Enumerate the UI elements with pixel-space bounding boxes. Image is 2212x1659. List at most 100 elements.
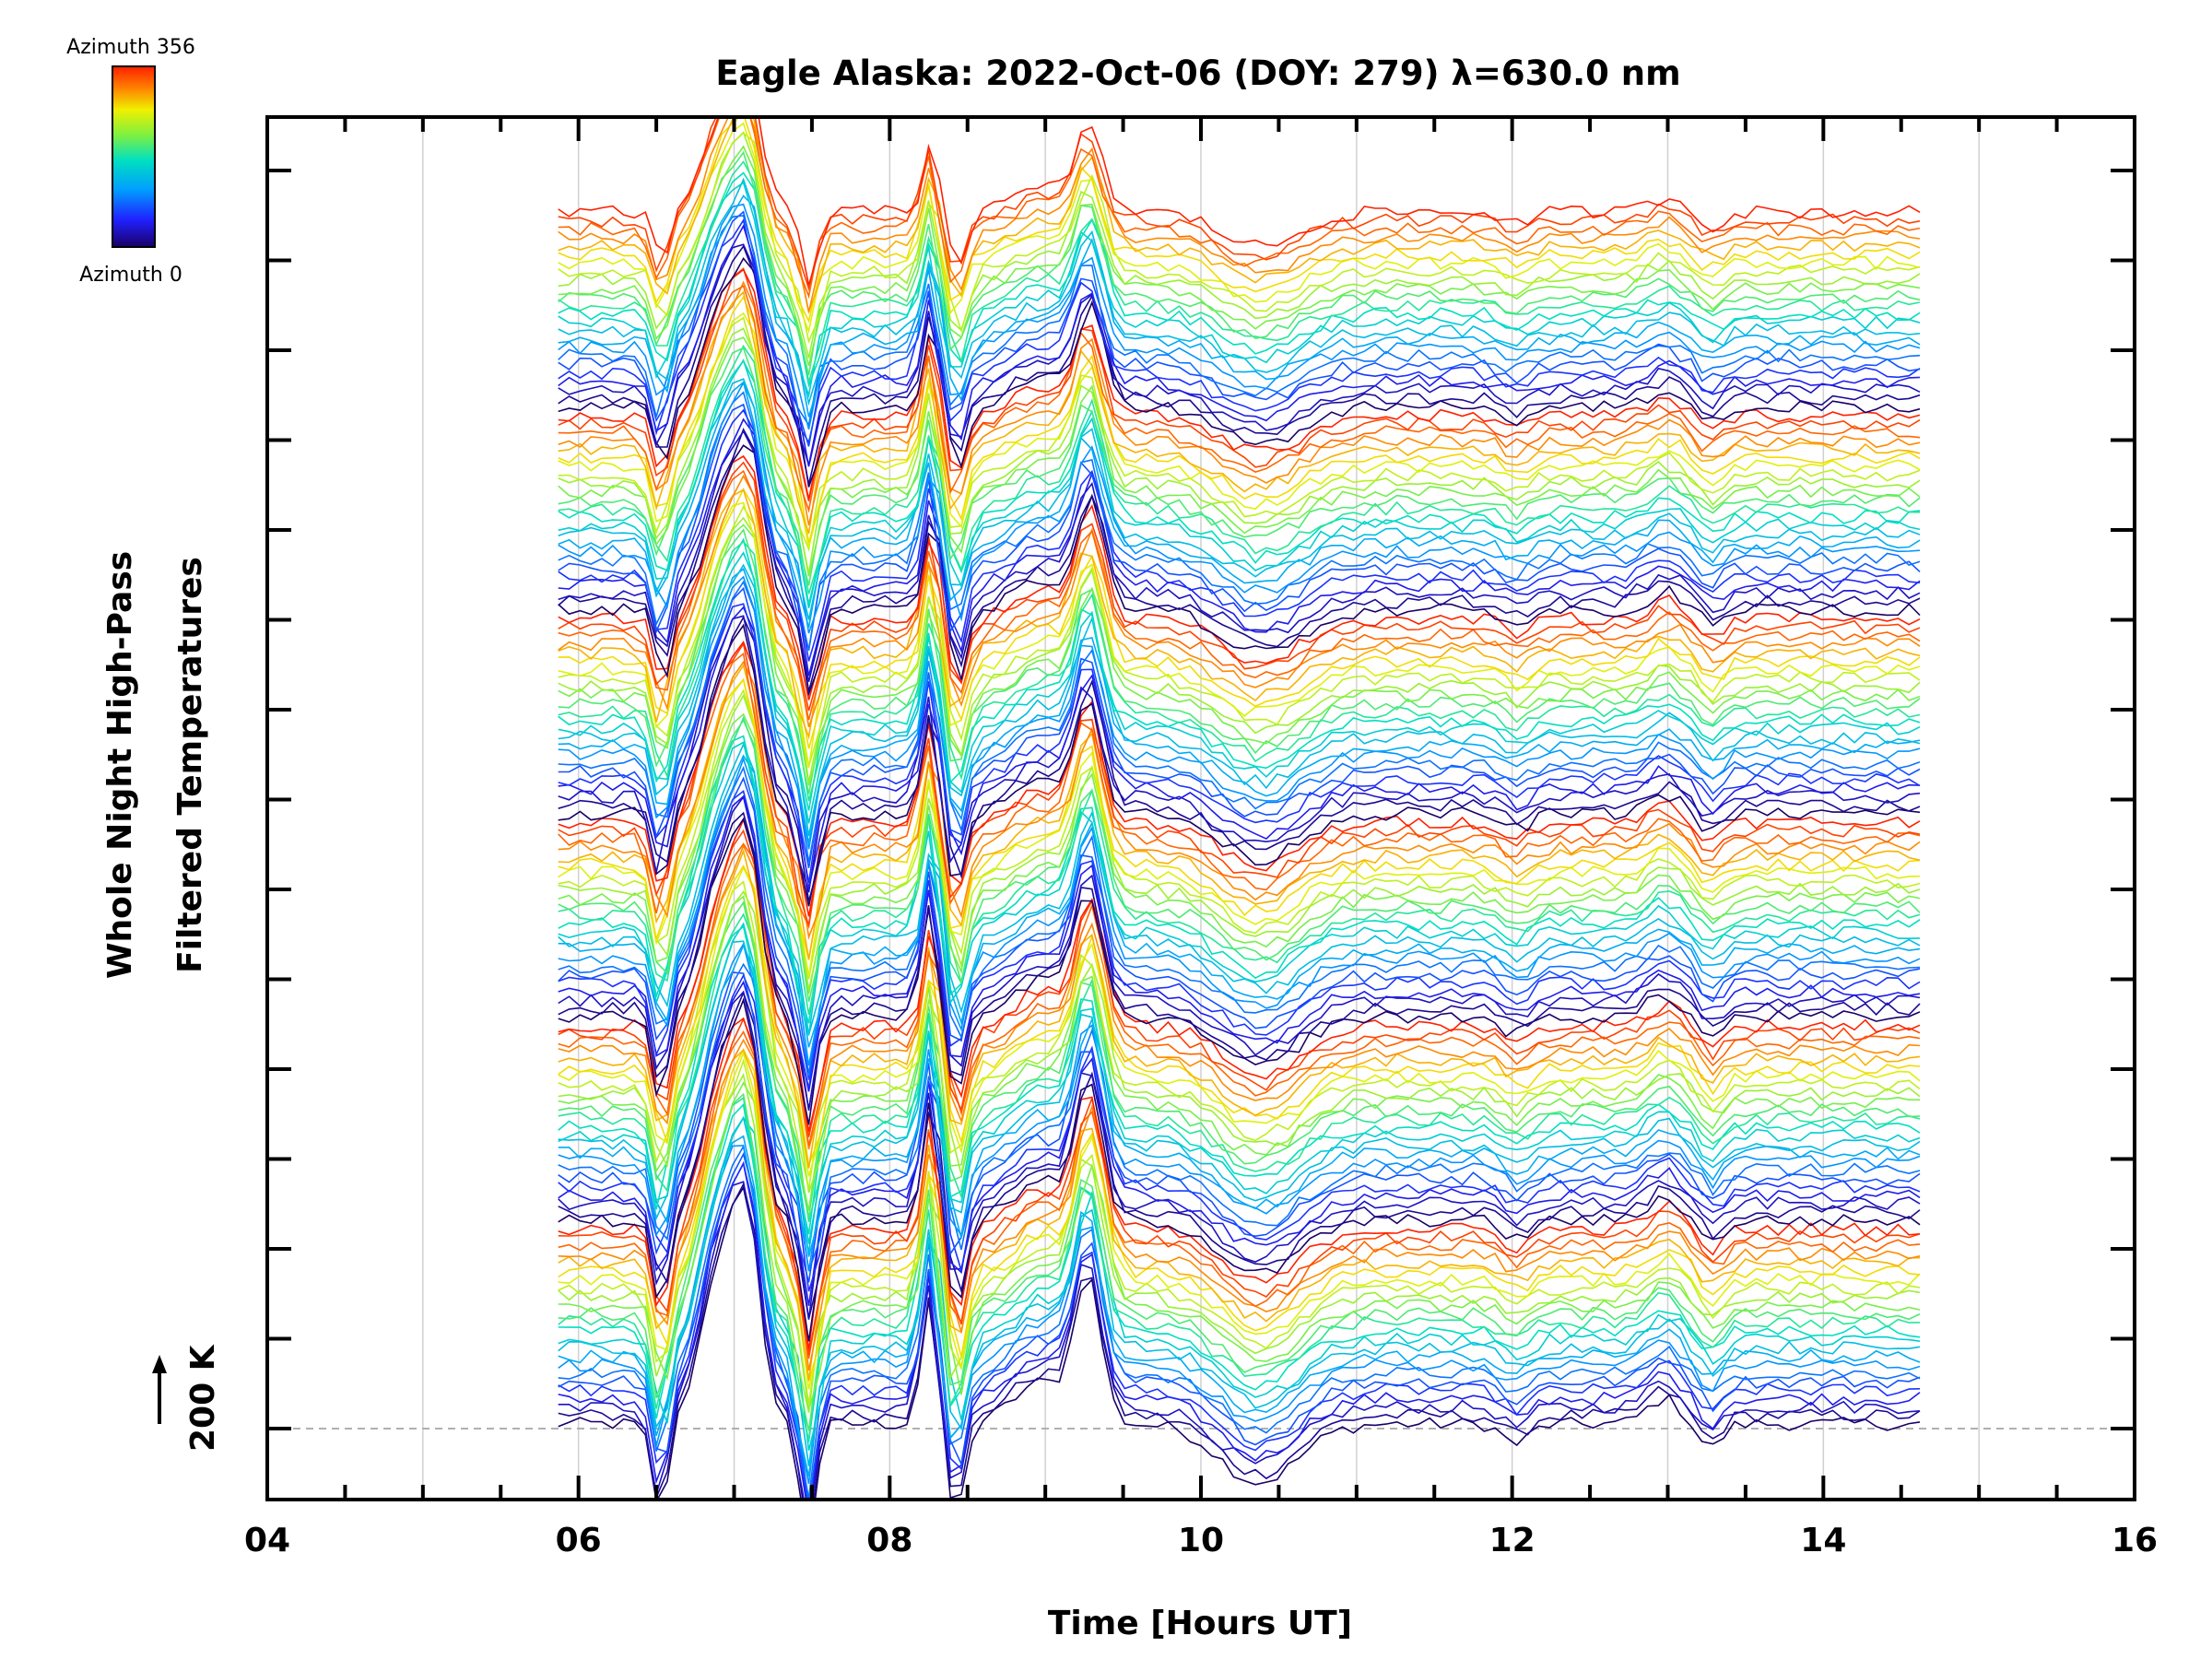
series-line bbox=[558, 1017, 1921, 1356]
chart-title: Eagle Alaska: 2022-Oct-06 (DOY: 279) λ=6… bbox=[715, 53, 1680, 93]
series-line bbox=[558, 776, 1921, 1080]
series-line bbox=[558, 203, 1921, 429]
series-line bbox=[558, 381, 1921, 629]
series-line bbox=[558, 1048, 1921, 1381]
scale-bar-arrowhead bbox=[152, 1355, 167, 1373]
series-line bbox=[558, 117, 1921, 315]
series-line bbox=[558, 488, 1921, 740]
series-line bbox=[558, 117, 1921, 286]
series-line bbox=[558, 900, 1921, 1218]
series-line bbox=[558, 1051, 1921, 1390]
series-line bbox=[558, 391, 1921, 652]
series-line bbox=[558, 1152, 1921, 1500]
series-line bbox=[558, 790, 1921, 1089]
series-line bbox=[558, 327, 1921, 574]
series-line bbox=[558, 177, 1921, 406]
series-line bbox=[558, 742, 1921, 1036]
series-line bbox=[558, 660, 1921, 940]
series-line bbox=[558, 586, 1921, 868]
x-tick-labels: 04 06 08 10 12 14 16 bbox=[244, 1522, 2158, 1559]
series-line bbox=[558, 1135, 1921, 1477]
series-line bbox=[558, 1030, 1921, 1359]
series-line bbox=[558, 817, 1921, 1125]
series-line bbox=[558, 712, 1921, 994]
series-line bbox=[558, 1058, 1921, 1405]
x-tick-label: 16 bbox=[2112, 1522, 2158, 1559]
series-line bbox=[558, 487, 1921, 749]
series-line bbox=[558, 1185, 1921, 1500]
series-line bbox=[558, 1116, 1921, 1451]
series-line bbox=[558, 280, 1921, 526]
series-line bbox=[558, 243, 1921, 466]
series-line bbox=[558, 641, 1921, 926]
colorbar-bottom-label: Azimuth 0 bbox=[79, 264, 182, 287]
series-line bbox=[558, 444, 1921, 697]
series-line bbox=[558, 1092, 1921, 1431]
series-line bbox=[558, 345, 1921, 594]
colorbar-gradient bbox=[112, 65, 156, 248]
series-line bbox=[558, 603, 1921, 884]
series-line bbox=[558, 224, 1921, 467]
x-tick-label: 06 bbox=[556, 1522, 602, 1559]
series-line bbox=[558, 285, 1921, 513]
series-line bbox=[558, 765, 1921, 1075]
series-line bbox=[558, 942, 1921, 1271]
series-line bbox=[558, 641, 1921, 917]
series-line bbox=[558, 454, 1921, 700]
series-line bbox=[558, 615, 1921, 893]
series-line bbox=[558, 940, 1921, 1253]
series-line bbox=[558, 461, 1921, 712]
series-line bbox=[558, 616, 1921, 902]
series-line bbox=[558, 181, 1921, 399]
series-line bbox=[558, 408, 1921, 662]
series-line bbox=[558, 1182, 1921, 1500]
series-line bbox=[558, 623, 1921, 907]
series-line bbox=[558, 290, 1921, 535]
series-line bbox=[558, 540, 1921, 802]
series-line bbox=[558, 244, 1921, 485]
series-line bbox=[558, 663, 1921, 959]
series-line bbox=[558, 551, 1921, 824]
series-line bbox=[558, 427, 1921, 692]
x-tick-label: 08 bbox=[866, 1522, 912, 1559]
series-line bbox=[558, 215, 1921, 428]
series-line bbox=[558, 924, 1921, 1235]
x-tick-label: 12 bbox=[1489, 1522, 1535, 1559]
series-line bbox=[558, 575, 1921, 850]
series-line bbox=[558, 256, 1921, 488]
series-line bbox=[558, 429, 1921, 682]
series-line bbox=[558, 997, 1921, 1342]
series-line bbox=[558, 1160, 1921, 1500]
x-tick-label: 10 bbox=[1178, 1522, 1224, 1559]
series-line bbox=[558, 677, 1921, 977]
series-line bbox=[558, 359, 1921, 608]
x-axis-label: Time [Hours UT] bbox=[1048, 1605, 1352, 1642]
series-line bbox=[558, 811, 1921, 1111]
colorbar-top-label: Azimuth 356 bbox=[66, 36, 195, 59]
series-line bbox=[558, 1115, 1921, 1467]
series-line bbox=[558, 117, 1921, 300]
series-line bbox=[558, 567, 1921, 844]
series-line bbox=[558, 1096, 1921, 1441]
series-line bbox=[558, 505, 1921, 767]
colorbar: Azimuth 356 Azimuth 0 bbox=[66, 36, 195, 287]
series-line bbox=[558, 1017, 1921, 1350]
x-tick-label: 14 bbox=[1800, 1522, 1846, 1559]
series-line bbox=[558, 378, 1921, 620]
series-line bbox=[558, 469, 1921, 721]
series-line bbox=[558, 754, 1921, 1048]
series-line bbox=[558, 688, 1921, 980]
series-line bbox=[558, 829, 1921, 1137]
series-line bbox=[558, 741, 1921, 1036]
series-line bbox=[558, 316, 1921, 552]
series-line bbox=[558, 381, 1921, 634]
series-line bbox=[558, 843, 1921, 1150]
series-line bbox=[558, 990, 1921, 1320]
series-line bbox=[558, 880, 1921, 1190]
series-line bbox=[558, 210, 1921, 447]
series-line bbox=[558, 943, 1921, 1257]
series-line bbox=[558, 865, 1921, 1177]
series-line bbox=[558, 171, 1921, 389]
series-line bbox=[558, 980, 1921, 1306]
